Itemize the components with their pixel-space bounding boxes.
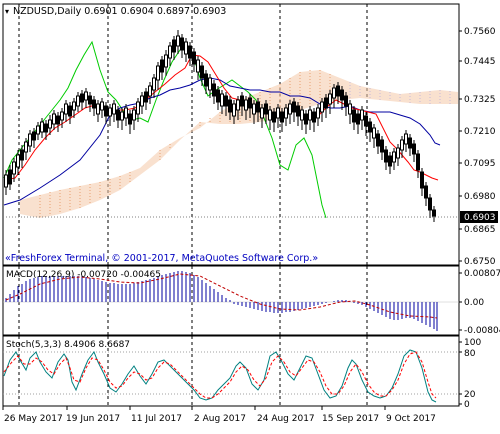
copyright-text: «FreshForex Terminal, © 2001-2017, MetaQ…: [5, 253, 318, 264]
macd-tick: 0.00807: [464, 269, 500, 279]
macd-panel-frame: [2, 265, 460, 336]
time-tick: 19 Jun 2017: [66, 414, 120, 424]
time-tick: 24 Aug 2017: [257, 414, 315, 424]
main-panel-frame: [2, 3, 460, 266]
ichimoku-chikou-line: [3, 40, 327, 219]
stoch-axis: 100 80 20 0: [459, 338, 481, 410]
time-tick: 11 Jul 2017: [131, 414, 182, 424]
stoch-tick: 80: [464, 349, 476, 359]
price-tick: 0.7445: [464, 57, 496, 67]
price-axis: 0.7560 0.7445 0.7325 0.7210 0.7095 0.698…: [459, 27, 496, 267]
stoch-panel-frame: [2, 335, 460, 407]
time-tick: 9 Oct 2017: [386, 414, 436, 424]
price-tick: 0.7560: [464, 27, 496, 37]
stoch-signal-line: [3, 351, 437, 399]
svg-text:0.6903: 0.6903: [464, 213, 496, 223]
time-tick: 15 Sep 2017: [322, 414, 379, 424]
stoch-label: Stoch(5,3,3) 8.4906 8.6687: [6, 340, 130, 350]
candlesticks: [4, 30, 436, 222]
current-price-label: 0.6903: [460, 211, 498, 223]
main-panel[interactable]: ▾ NZDUSD,Daily 0.6901 0.6904 0.6897 0.69…: [2, 3, 460, 266]
price-tick: 0.6865: [464, 225, 496, 235]
stoch-tick: 0: [464, 400, 470, 410]
stoch-tick: 100: [464, 338, 481, 348]
vertical-grid: [18, 4, 368, 265]
macd-tick: -0.00804: [464, 326, 500, 336]
price-tick: 0.6750: [464, 257, 496, 267]
macd-signal-line: [5, 273, 438, 319]
macd-histogram: [5, 271, 438, 331]
stoch-main-line: [3, 349, 437, 403]
price-tick: 0.7210: [464, 127, 496, 137]
macd-label: MACD(12,26,9) -0.00720 -0.00465: [6, 270, 161, 280]
macd-tick: 0.00: [464, 298, 484, 308]
time-axis: 26 May 2017 19 Jun 2017 11 Jul 2017 2 Au…: [2, 406, 436, 424]
chart-header: NZDUSD,Daily 0.6901 0.6904 0.6897 0.6903: [13, 6, 226, 17]
stoch-tick: 20: [464, 390, 476, 400]
time-tick: 2 Aug 2017: [194, 414, 246, 424]
stoch-panel[interactable]: Stoch(5,3,3) 8.4906 8.6687: [2, 335, 460, 407]
time-tick: 26 May 2017: [4, 414, 63, 424]
macd-panel[interactable]: MACD(12,26,9) -0.00720 -0.00465: [2, 265, 460, 336]
chart-header-icon: ▾: [5, 7, 9, 16]
price-tick: 0.7325: [464, 95, 496, 105]
price-tick: 0.6980: [464, 192, 496, 202]
price-tick: 0.7095: [464, 159, 496, 169]
macd-axis: 0.00807 0.00 -0.00804: [459, 269, 500, 336]
